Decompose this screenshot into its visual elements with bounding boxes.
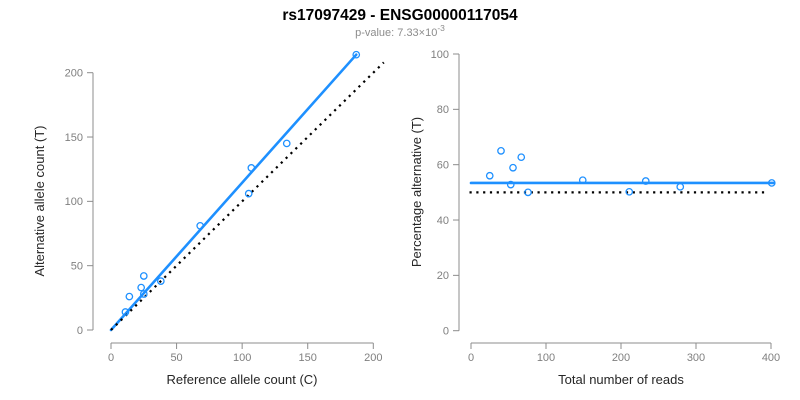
data-point [497,146,505,155]
x-tick-label: 100 [233,352,251,364]
data-point [506,180,515,189]
data-point [121,308,130,316]
x-tick-label: 150 [299,352,317,364]
x-tick-label: 300 [687,352,705,364]
data-point [125,292,134,301]
data-point [244,189,253,198]
data-point [524,188,532,197]
x-tick-label: 200 [364,352,382,364]
data-point [767,179,776,187]
data-point [137,283,146,292]
data-point [139,272,148,280]
left-axes: 0 50 100 150 200 0 50 100 150 200 [65,68,383,365]
x-tick-label: 200 [612,352,630,364]
right-data-marks [469,146,776,197]
left-data-marks [109,50,385,332]
data-point [139,290,148,298]
data-point [485,171,494,180]
data-point [247,164,256,172]
data-point [196,221,205,230]
x-tick-label: 50 [170,352,182,364]
x-tick-label: 0 [468,352,474,364]
figure-subtitle: p-value: 7.33×10-3 [355,23,445,39]
data-point [156,277,165,285]
data-point [282,139,291,148]
fit-line [109,53,358,332]
left-x-axis-title: Reference allele count (C) [166,372,317,387]
right-x-axis-title: Total number of reads [558,372,684,387]
left-scatter-panel: 0 50 100 150 200 0 50 100 150 200 Reference allel… [32,50,385,387]
x-tick-label: 400 [762,352,780,364]
y-tick-label: 80 [437,104,449,116]
pvalue-exponent: -3 [437,23,445,33]
data-point [517,153,526,162]
right-y-axis-title: Percentage alternative (T) [409,117,424,267]
y-tick-label: 0 [77,325,83,337]
data-point [641,177,650,185]
data-point [625,187,634,196]
y-tick-label: 150 [65,132,83,144]
y-tick-label: 20 [437,270,449,282]
data-point [509,163,517,172]
y-tick-label: 60 [437,159,449,171]
x-tick-label: 0 [108,352,114,364]
y-tick-label: 40 [437,215,449,227]
data-point [352,50,361,59]
y-tick-label: 0 [443,326,449,338]
pvalue-text: p-value: 7.33×10 [355,27,437,39]
right-axes: 0 100 200 300 400 0 20 40 60 80 100 [431,49,781,364]
y-tick-label: 200 [65,68,83,80]
y-tick-label: 100 [65,196,83,208]
right-scatter-panel: 0 100 200 300 400 0 20 40 60 80 100 Total number o… [409,49,780,387]
data-point [676,182,685,191]
left-y-axis-title: Alternative allele count (T) [32,125,47,276]
x-tick-label: 100 [537,352,555,364]
y-tick-label: 100 [431,49,449,61]
figure-title: rs17097429 - ENSG00000117054 [282,7,518,24]
y-tick-label: 50 [71,260,83,272]
data-point [578,176,587,185]
